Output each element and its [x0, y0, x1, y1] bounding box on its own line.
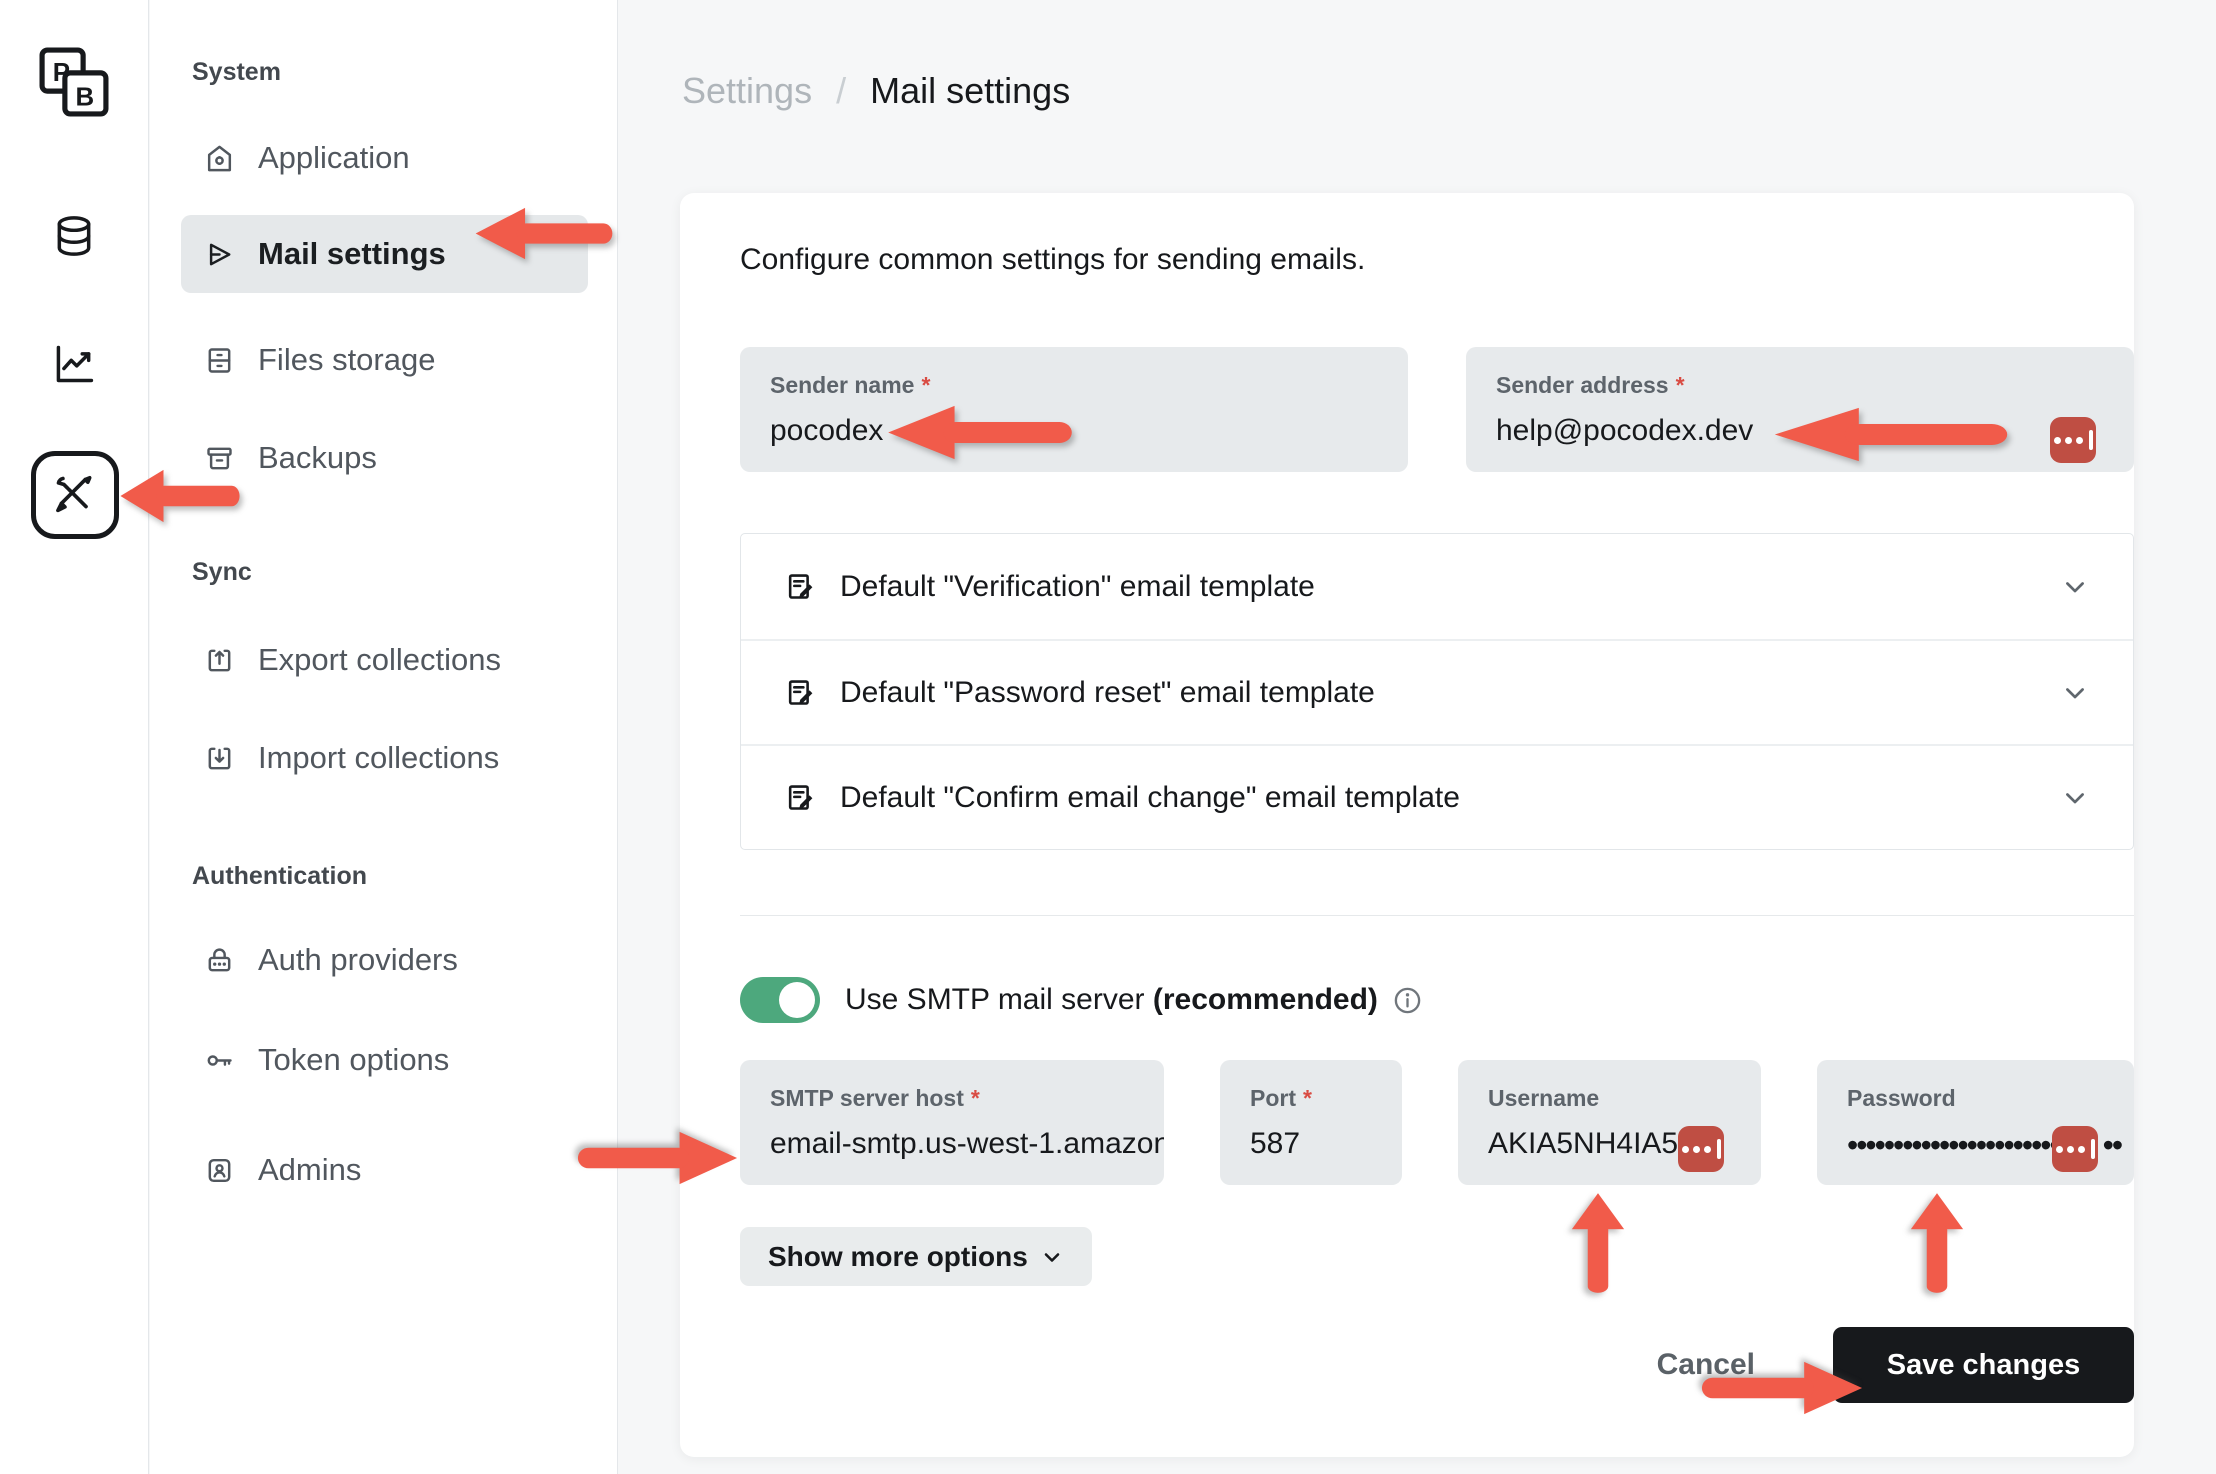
sidebar-item-label: Admins [258, 1152, 362, 1187]
settings-tools-icon[interactable] [31, 451, 119, 539]
breadcrumb-settings[interactable]: Settings [682, 70, 813, 111]
key-icon [207, 1054, 232, 1066]
home-icon [207, 145, 232, 171]
required-asterisk: * [1303, 1085, 1312, 1111]
edit-document-icon [788, 680, 813, 705]
smtp-port-value: 587 [1250, 1127, 1301, 1160]
smtp-username-label: Username [1488, 1085, 1600, 1111]
storage-icon [208, 347, 231, 373]
password-manager-autofill-icon[interactable] [2050, 417, 2096, 463]
email-templates-accordion: Default "Verification" email template De… [740, 533, 2134, 850]
smtp-toggle-label: Use SMTP mail server (recommended) [845, 983, 1378, 1016]
sender-address-label: Sender address * [1496, 372, 1685, 398]
icon-rail: P B [0, 0, 149, 1474]
database-icon[interactable] [52, 214, 96, 258]
chevron-down-icon [2066, 687, 2084, 698]
password-manager-autofill-icon[interactable] [2052, 1126, 2098, 1172]
section-divider [740, 915, 2134, 916]
sidebar-item-label: Export collections [258, 642, 501, 677]
svg-text:B: B [76, 84, 95, 112]
smtp-host-value: email-smtp.us-west-1.amazon [770, 1127, 1164, 1160]
sidebar-item-label: Import collections [258, 740, 500, 775]
smtp-password-value: ••••••••••••••••••••••• •• [1847, 1127, 2123, 1163]
required-asterisk: * [921, 372, 931, 398]
send-icon [209, 243, 231, 265]
smtp-host-field[interactable]: SMTP server host * email-smtp.us-west-1.a… [740, 1060, 1164, 1185]
sidebar-item-label: Mail settings [258, 236, 446, 271]
edit-document-icon [788, 574, 813, 599]
chevron-down-icon [2066, 581, 2084, 592]
accordion-verification-template[interactable]: Default "Verification" email template [741, 534, 2133, 639]
section-header-authentication: Authentication [192, 862, 367, 890]
export-icon [208, 649, 231, 671]
smtp-toggle[interactable] [740, 977, 820, 1023]
accordion-label: Default "Password reset" email template [840, 675, 1375, 709]
smtp-port-field[interactable]: Port * 587 [1220, 1060, 1402, 1185]
sender-name-label: Sender name * [770, 372, 931, 398]
sidebar-item-import-collections[interactable]: Import collections [181, 719, 588, 797]
pocketbase-logo[interactable]: P B [36, 44, 112, 120]
smtp-password-label: Password [1847, 1085, 1956, 1111]
save-changes-button[interactable]: Save changes [1833, 1327, 2134, 1403]
smtp-host-label: SMTP server host * [770, 1085, 980, 1111]
svg-text:P: P [53, 59, 70, 87]
sidebar-item-mail-settings[interactable]: Mail settings [181, 215, 588, 293]
cancel-button[interactable]: Cancel [1656, 1348, 1755, 1381]
sidebar-item-auth-providers[interactable]: Auth providers [181, 921, 588, 999]
backups-icon [207, 447, 232, 469]
sender-name-value: pocodex [770, 414, 884, 447]
chevron-down-icon [1044, 1252, 1060, 1262]
accordion-password-reset-template[interactable]: Default "Password reset" email template [741, 639, 2133, 744]
settings-sidebar: System Application Mail settings Files s [150, 0, 618, 1474]
breadcrumb-separator: / [836, 70, 847, 111]
mail-settings-panel: Configure common settings for sending em… [680, 193, 2134, 1457]
import-icon [208, 747, 231, 769]
accordion-confirm-email-change-template[interactable]: Default "Confirm email change" email tem… [741, 744, 2133, 849]
sidebar-item-token-options[interactable]: Token options [181, 1021, 588, 1099]
sidebar-item-label: Auth providers [258, 942, 458, 977]
info-icon[interactable] [1392, 985, 1423, 1016]
sender-address-field[interactable]: Sender address * help@pocodex.dev [1466, 347, 2134, 472]
section-header-sync: Sync [192, 558, 252, 586]
accordion-label: Default "Confirm email change" email tem… [840, 780, 1460, 814]
section-header-system: System [192, 58, 281, 86]
page-title: Mail settings [870, 70, 1071, 111]
analytics-icon[interactable] [52, 342, 96, 386]
sender-address-value: help@pocodex.dev [1496, 414, 1754, 447]
edit-document-icon [788, 785, 813, 810]
sidebar-item-label: Application [258, 140, 410, 175]
sidebar-item-label: Backups [258, 440, 377, 475]
show-more-options-button[interactable]: Show more options [740, 1227, 1092, 1286]
password-manager-autofill-icon[interactable] [1678, 1126, 1724, 1172]
sidebar-item-export-collections[interactable]: Export collections [181, 621, 588, 699]
sidebar-item-label: Files storage [258, 342, 436, 377]
main-content: Settings / Mail settings Configure commo… [618, 0, 2216, 1474]
required-asterisk: * [1675, 372, 1685, 398]
smtp-username-field[interactable]: Username AKIA5NH4IA5RCF [1458, 1060, 1761, 1185]
sidebar-item-admins[interactable]: Admins [181, 1131, 588, 1209]
accordion-label: Default "Verification" email template [840, 569, 1315, 603]
admins-icon [208, 1158, 231, 1182]
sidebar-item-files-storage[interactable]: Files storage [181, 321, 588, 399]
chevron-down-icon [2066, 792, 2084, 803]
smtp-port-label: Port * [1250, 1085, 1312, 1111]
sidebar-item-backups[interactable]: Backups [181, 419, 588, 497]
smtp-password-field[interactable]: Password ••••••••••••••••••••••• •• [1817, 1060, 2134, 1185]
sender-name-field[interactable]: Sender name * pocodex [740, 347, 1408, 472]
required-asterisk: * [970, 1085, 980, 1111]
lock-icon [208, 948, 231, 971]
sidebar-item-label: Token options [258, 1042, 450, 1077]
panel-heading: Configure common settings for sending em… [740, 243, 1366, 276]
sidebar-item-application[interactable]: Application [181, 119, 588, 197]
breadcrumb: Settings / Mail settings [682, 70, 1070, 112]
